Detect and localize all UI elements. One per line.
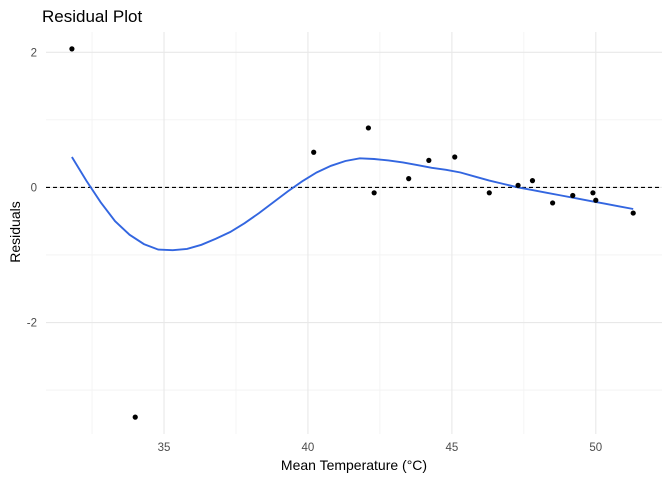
smooth-curve: [71, 156, 634, 252]
data-point: [593, 197, 599, 203]
data-point: [515, 182, 521, 188]
x-axis-ticks: 35 40 45 50: [158, 442, 603, 454]
y-tick-label: -2: [27, 318, 37, 330]
data-point: [406, 176, 412, 182]
x-tick-label: 45: [445, 442, 458, 454]
data-point: [630, 210, 636, 216]
data-points: [69, 46, 636, 420]
data-point: [365, 125, 371, 131]
chart-title: Residual Plot: [42, 7, 142, 26]
data-point: [371, 190, 377, 196]
x-tick-label: 40: [302, 442, 315, 454]
x-tick-label: 50: [589, 442, 602, 454]
y-axis-title: Residuals: [7, 201, 23, 262]
y-tick-label: 0: [31, 182, 37, 194]
data-point: [311, 149, 317, 155]
data-point: [452, 154, 458, 160]
data-point: [132, 414, 138, 420]
y-axis-ticks: -2 0 2: [27, 47, 37, 329]
x-axis-title: Mean Temperature (°C): [281, 457, 427, 473]
smooth-line: [71, 156, 634, 252]
data-point: [590, 190, 596, 196]
data-point: [550, 200, 556, 206]
data-point: [426, 157, 432, 163]
y-tick-label: 2: [31, 47, 37, 59]
data-point: [529, 178, 536, 184]
x-tick-label: 35: [158, 442, 171, 454]
data-point: [486, 190, 492, 196]
grid-lines: [46, 32, 662, 434]
data-point: [570, 192, 576, 199]
data-point: [69, 46, 75, 52]
